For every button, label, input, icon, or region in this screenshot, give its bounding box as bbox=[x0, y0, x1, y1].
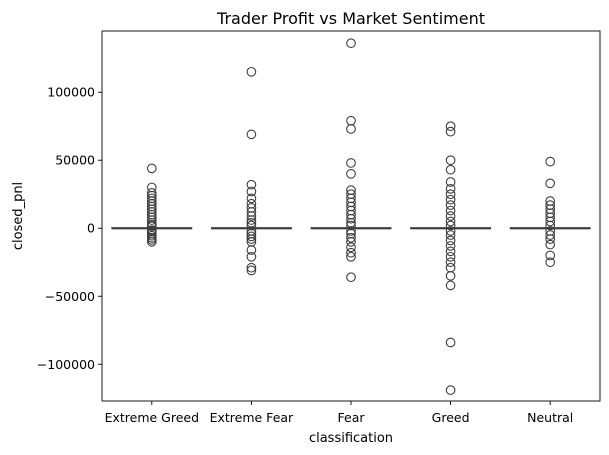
outlier-point bbox=[346, 124, 356, 134]
outlier-point bbox=[146, 215, 157, 225]
outlier-point bbox=[545, 156, 556, 167]
outlier-point bbox=[445, 230, 456, 240]
outlier-point bbox=[545, 257, 556, 268]
outlier-point bbox=[545, 220, 556, 231]
outlier-point bbox=[445, 205, 456, 216]
outlier-point bbox=[246, 215, 257, 225]
outlier-point bbox=[545, 216, 556, 227]
outlier-point bbox=[246, 251, 257, 262]
outlier-point bbox=[346, 168, 356, 179]
outlier-point bbox=[246, 262, 257, 273]
x-tick-label: Extreme Greed bbox=[105, 410, 199, 425]
box-group bbox=[509, 156, 591, 268]
outlier-point bbox=[445, 194, 456, 205]
outlier-point bbox=[445, 211, 456, 221]
outlier-point bbox=[445, 385, 456, 395]
outlier-point bbox=[445, 200, 456, 210]
outlier-point bbox=[445, 271, 456, 281]
outlier-point bbox=[246, 129, 257, 140]
outlier-point bbox=[445, 164, 456, 175]
outlier-point bbox=[445, 226, 456, 236]
outlier-point bbox=[346, 232, 356, 243]
outlier-point bbox=[346, 272, 356, 283]
outlier-point bbox=[246, 231, 257, 242]
outlier-point bbox=[246, 193, 257, 204]
outlier-point bbox=[545, 250, 556, 261]
outlier-point bbox=[445, 155, 456, 166]
outlier-point bbox=[146, 163, 157, 174]
outlier-point bbox=[346, 213, 356, 224]
outlier-point bbox=[445, 216, 456, 227]
outlier-point bbox=[445, 235, 456, 246]
outlier-point bbox=[545, 234, 556, 244]
outlier-point bbox=[445, 337, 456, 348]
outlier-point bbox=[246, 234, 257, 244]
outlier-point bbox=[246, 186, 257, 197]
outlier-point bbox=[445, 189, 456, 200]
axes-frame bbox=[101, 30, 601, 402]
y-tick-label: −100000 bbox=[37, 357, 95, 372]
outlier-point bbox=[445, 121, 456, 132]
outlier-point bbox=[346, 158, 356, 168]
y-tick-label: −50000 bbox=[45, 289, 95, 304]
outlier-point bbox=[445, 177, 456, 187]
outlier-point bbox=[346, 251, 356, 262]
outlier-point bbox=[545, 239, 556, 250]
outlier-point bbox=[445, 257, 456, 268]
outlier-point bbox=[445, 280, 456, 291]
outlier-point bbox=[246, 265, 257, 276]
box-group bbox=[310, 38, 392, 283]
outlier-point bbox=[246, 179, 257, 190]
y-axis-label: closed_pnl bbox=[11, 182, 26, 250]
x-tick-label: Extreme Fear bbox=[210, 410, 294, 425]
plot-area: −100000 −50000 0 50000 100000 Extreme Greed Ex… bbox=[37, 38, 591, 425]
y-tick-label: 100000 bbox=[47, 85, 95, 100]
box-group bbox=[210, 66, 292, 276]
outlier-point bbox=[346, 38, 356, 49]
outlier-point bbox=[346, 242, 356, 253]
outlier-point bbox=[545, 230, 556, 240]
outlier-point bbox=[445, 220, 456, 231]
y-tick-label: 0 bbox=[87, 221, 95, 236]
y-tick-label: 50000 bbox=[55, 153, 95, 168]
outlier-point bbox=[445, 246, 456, 257]
x-tick-label: Greed bbox=[432, 410, 470, 425]
outlier-point bbox=[346, 236, 356, 247]
outlier-point bbox=[545, 178, 556, 189]
outlier-point bbox=[246, 211, 257, 221]
outlier-point bbox=[346, 247, 356, 258]
chart-title: Trader Profit vs Market Sentiment bbox=[216, 9, 485, 28]
outlier-point bbox=[445, 183, 456, 194]
outlier-point bbox=[246, 245, 257, 255]
x-tick-label: Neutral bbox=[527, 410, 573, 425]
outlier-point bbox=[445, 126, 456, 137]
box-group bbox=[410, 121, 492, 395]
outlier-point bbox=[445, 251, 456, 262]
outlier-point bbox=[445, 241, 456, 251]
outlier-point bbox=[246, 66, 257, 77]
box-group bbox=[111, 163, 193, 247]
outlier-point bbox=[146, 221, 157, 232]
x-tick-label: Fear bbox=[338, 410, 366, 425]
x-axis-label: classification bbox=[309, 431, 393, 446]
outlier-point bbox=[146, 236, 157, 247]
outlier-point bbox=[346, 226, 356, 236]
